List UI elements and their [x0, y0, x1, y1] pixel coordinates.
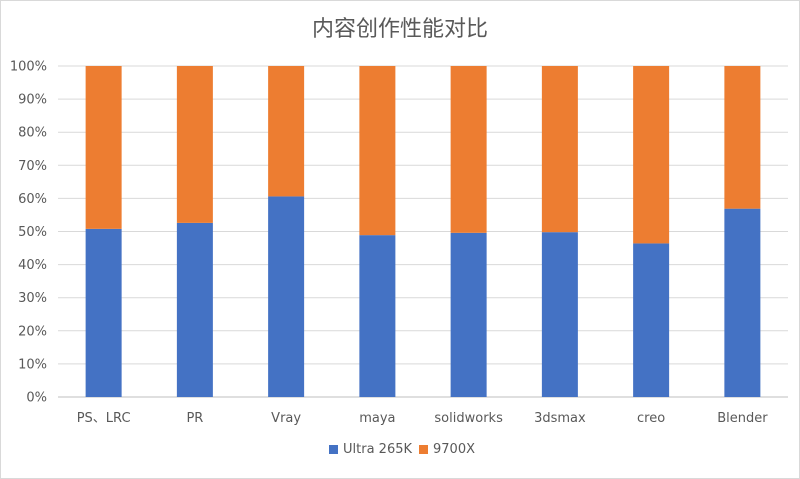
bar-ultra-265k-2 [268, 196, 305, 397]
y-axis-ticks: 0% 10% 20% 30% 40% 50% 60% 70% 80% 90% 100% [10, 60, 47, 406]
bar-ultra-265k-7 [724, 208, 761, 397]
bar-ultra-265k-5 [541, 232, 578, 397]
x-tick-label: creo [637, 411, 665, 426]
y-tick-label: 70% [18, 159, 47, 174]
bar-ultra-265k-4 [450, 232, 487, 397]
y-tick-label: 20% [18, 324, 47, 339]
gridlines [58, 65, 788, 398]
bar-9700x-5 [541, 66, 578, 233]
bar-9700x-4 [450, 66, 487, 233]
legend-label: 9700X [433, 442, 475, 457]
bar-9700x-2 [268, 66, 305, 197]
x-tick-label: PS、LRC [77, 411, 131, 426]
bar-ultra-265k-6 [633, 243, 670, 397]
legend-swatch [329, 445, 338, 454]
x-tick-label: Blender [717, 411, 768, 426]
y-tick-label: 0% [26, 391, 47, 406]
y-tick-label: 80% [18, 126, 47, 141]
legend: Ultra 265K 9700X [329, 442, 475, 457]
bar-9700x-0 [85, 66, 122, 229]
bar-9700x-6 [633, 66, 670, 244]
bars [85, 66, 761, 397]
chart-title: 内容创作性能对比 [312, 17, 488, 42]
bar-9700x-1 [176, 66, 213, 223]
y-tick-label: 40% [18, 258, 47, 273]
bar-ultra-265k-0 [85, 228, 122, 397]
y-tick-label: 90% [18, 93, 47, 108]
y-tick-label: 10% [18, 357, 47, 372]
x-tick-label: Vray [271, 411, 301, 426]
x-tick-label: PR [186, 411, 203, 426]
bar-ultra-265k-1 [176, 222, 213, 397]
bar-ultra-265k-3 [359, 235, 396, 397]
y-tick-label: 100% [10, 60, 47, 75]
legend-label: Ultra 265K [343, 442, 412, 457]
bar-9700x-7 [724, 66, 761, 209]
y-tick-label: 50% [18, 225, 47, 240]
x-axis-ticks: PS、LRC PR Vray maya solidworks 3dsmax creo Blen… [77, 411, 768, 426]
bar-9700x-3 [359, 66, 396, 236]
x-tick-label: maya [359, 411, 395, 426]
y-tick-label: 30% [18, 291, 47, 306]
legend-swatch [419, 445, 428, 454]
y-tick-label: 60% [18, 192, 47, 207]
x-tick-label: 3dsmax [534, 411, 586, 426]
x-tick-label: solidworks [434, 411, 503, 426]
